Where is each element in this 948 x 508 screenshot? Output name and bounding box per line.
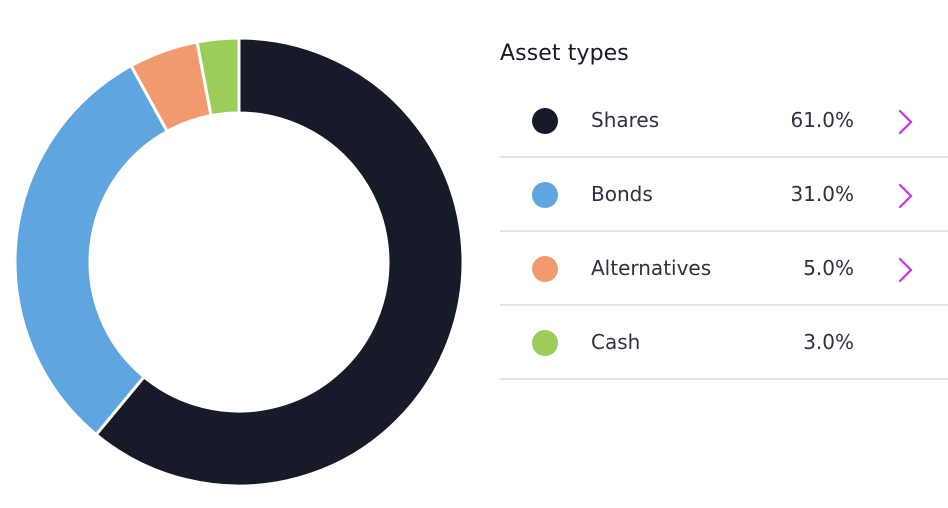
bonds-percent: 31.0%	[790, 182, 854, 206]
chevron-right-icon[interactable]	[896, 182, 916, 210]
alternatives-color-dot	[532, 256, 558, 282]
donut-slice-shares	[94, 36, 465, 488]
legend-list: Shares 61.0% Bonds 31.0% Alternatives 5.…	[500, 84, 948, 380]
bonds-label: Bonds	[591, 182, 653, 206]
chevron-right-icon[interactable]	[896, 256, 916, 284]
bonds-color-dot	[532, 182, 558, 208]
legend-title: Asset types	[500, 41, 629, 66]
donut-chart	[13, 36, 465, 488]
cash-color-dot	[532, 330, 558, 356]
shares-percent: 61.0%	[790, 108, 854, 132]
asset-types-legend: Asset types Shares 61.0% Bonds 31.0% Alt…	[500, 40, 948, 380]
shares-color-dot	[532, 108, 558, 134]
legend-row-cash: Cash 3.0%	[500, 306, 948, 380]
chevron-right-icon[interactable]	[896, 108, 916, 136]
cash-label: Cash	[591, 330, 641, 354]
legend-row-shares[interactable]: Shares 61.0%	[500, 84, 948, 158]
alternatives-label: Alternatives	[591, 256, 712, 280]
cash-percent: 3.0%	[803, 330, 854, 354]
legend-row-alternatives[interactable]: Alternatives 5.0%	[500, 232, 948, 306]
donut-slice-cash	[195, 36, 241, 118]
legend-row-bonds[interactable]: Bonds 31.0%	[500, 158, 948, 232]
alternatives-percent: 5.0%	[803, 256, 854, 280]
donut-slice-bonds	[13, 64, 169, 437]
shares-label: Shares	[591, 108, 660, 132]
